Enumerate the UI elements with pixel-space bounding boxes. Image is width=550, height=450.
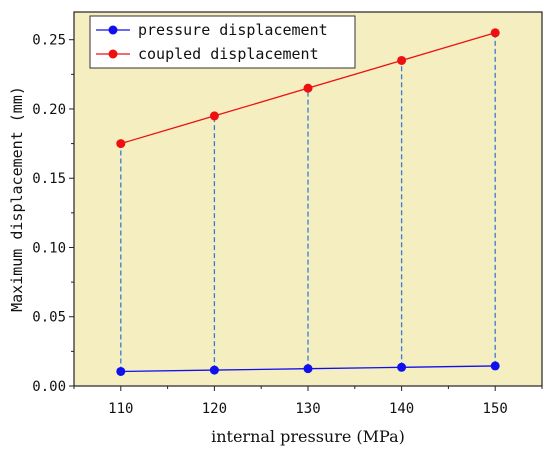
x-axis: 110 120 130 140 150 xyxy=(73,386,543,417)
data-point xyxy=(490,28,500,38)
connector-lines xyxy=(120,32,496,372)
legend: pressure displacement coupled displacemen… xyxy=(89,15,356,69)
y-tick-label: 0.05 xyxy=(32,310,66,326)
legend-marker-0 xyxy=(108,25,118,35)
data-point xyxy=(397,55,407,65)
series-layer xyxy=(116,28,500,376)
legend-label-0: pressure displacement xyxy=(138,21,328,39)
y-tick-label: 0.25 xyxy=(32,33,66,49)
legend-label-1: coupled displacement xyxy=(138,45,319,63)
legend-box xyxy=(89,15,356,69)
x-tick-label: 120 xyxy=(202,401,227,417)
y-axis-title: Maximum displacement (mm) xyxy=(8,86,26,312)
data-point xyxy=(116,366,126,376)
x-tick-label: 130 xyxy=(295,401,320,417)
data-point xyxy=(490,361,500,371)
y-tick-label: 0.10 xyxy=(32,240,66,256)
x-axis-title: internal pressure (MPa) xyxy=(211,427,405,446)
x-tick-label: 150 xyxy=(483,401,508,417)
data-point xyxy=(397,362,407,372)
y-tick-label: 0.15 xyxy=(32,171,66,187)
x-tick-label: 140 xyxy=(389,401,414,417)
data-point xyxy=(209,111,219,121)
data-point xyxy=(209,365,219,375)
data-point xyxy=(303,364,313,374)
y-tick-label: 0.00 xyxy=(32,379,66,395)
y-tick-label: 0.20 xyxy=(32,102,66,118)
data-point xyxy=(303,83,313,93)
y-axis: 0.00 0.05 0.10 0.15 0.20 0.25 xyxy=(32,33,74,395)
x-tick-label: 110 xyxy=(108,401,133,417)
legend-marker-1 xyxy=(108,49,118,59)
data-point xyxy=(116,139,126,149)
